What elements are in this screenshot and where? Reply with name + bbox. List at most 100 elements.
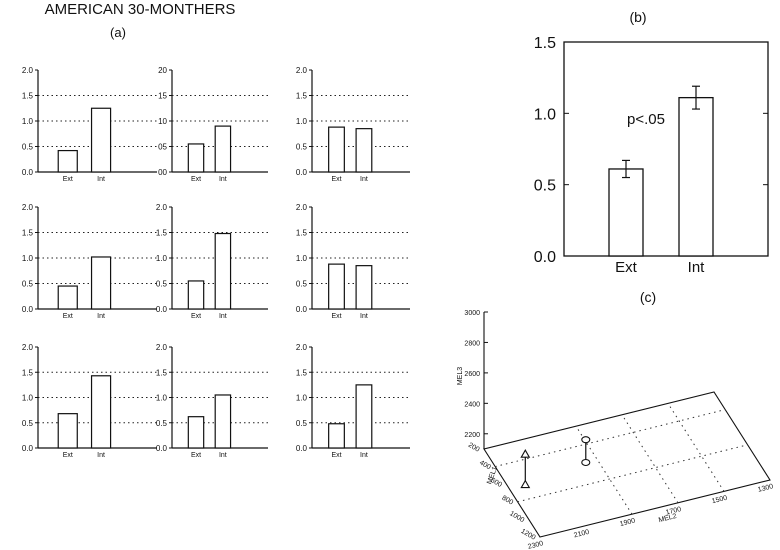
x-axis-label: MEL2 — [658, 513, 678, 524]
y-tick-label: 0.5 — [156, 280, 168, 289]
y-tick-label: 05 — [158, 143, 167, 152]
y-tick-label: 0.5 — [534, 178, 556, 195]
x-tick-label: Ext — [615, 259, 638, 276]
y-tick-label: 2.0 — [156, 343, 168, 352]
small-chart-3: 0.0 0.5 1.0 1.5 2.0 Ext Int — [296, 66, 410, 183]
bar-ext — [187, 143, 205, 173]
z-tick-label: 2200 — [464, 432, 480, 439]
y-tick-label: 1000 — [508, 510, 525, 524]
y-tick-label: 0.0 — [22, 168, 34, 177]
y-tick-label: 1.0 — [296, 117, 308, 126]
y-tick-label: 0.5 — [296, 419, 308, 428]
small-chart-2: 00 05 10 15 20 Ext Int — [158, 66, 268, 183]
data-point-2 — [581, 436, 591, 467]
marker-triangle-base — [520, 479, 531, 489]
y-tick-label: 2.0 — [22, 66, 34, 75]
bar-ext — [187, 280, 205, 310]
p-value-annotation: p<.05 — [627, 111, 665, 128]
x-tick-label: 1300 — [757, 483, 774, 494]
floor-gridline — [667, 403, 725, 492]
y-tick-label: 1.5 — [22, 229, 34, 238]
y-tick-label: 10 — [158, 117, 167, 126]
x-tick-label: Ext — [191, 176, 201, 183]
y-tick-label: 1.0 — [156, 394, 168, 403]
bar-int — [214, 232, 232, 310]
panel-b-label: (b) — [629, 9, 646, 25]
y-tick-label: 1.5 — [296, 92, 308, 101]
y-tick-label: 1.5 — [22, 368, 34, 377]
y-tick-label: 200 — [467, 442, 481, 454]
panel-a-small-multiples: 0.0 0.5 1.0 1.5 2.0 Ext Int 00 05 10 15 20 Ext Int 0.0… — [22, 66, 410, 459]
bar-ext — [328, 263, 345, 310]
y-tick-label: 15 — [158, 92, 167, 101]
marker-circle-base — [581, 458, 591, 467]
z-tick-label: 2800 — [464, 340, 480, 347]
x-tick-label: Ext — [63, 452, 73, 459]
y-tick-label: 2.0 — [22, 203, 34, 212]
bar-ext — [57, 413, 78, 449]
small-chart-7: 0.0 0.5 1.0 1.5 2.0 Ext Int — [22, 343, 157, 459]
y-tick-label: 0.5 — [22, 143, 34, 152]
x-tick-label: 1700 — [665, 506, 682, 517]
y-tick-label: 2.0 — [296, 343, 308, 352]
y-tick-label: 1.0 — [156, 254, 168, 263]
y-tick-label: 0.0 — [22, 444, 34, 453]
y-tick-label: 1.5 — [156, 229, 168, 238]
bar-ext — [328, 126, 345, 173]
y-tick-label: 1.5 — [296, 368, 308, 377]
plot-frame — [563, 41, 769, 257]
y-tick-label: 1.5 — [534, 35, 556, 52]
panel-c-label: (c) — [640, 289, 656, 305]
bar-ext — [187, 416, 205, 449]
x-tick-label: Int — [219, 452, 227, 459]
x-tick-label: Int — [219, 176, 227, 183]
y-tick-label: 0.0 — [296, 305, 308, 314]
y-tick-label: 0.0 — [296, 444, 308, 453]
small-chart-5: 0.0 0.5 1.0 1.5 2.0 Ext Int — [156, 203, 268, 320]
bar-int — [90, 256, 112, 310]
y-tick-label: 400 — [478, 459, 492, 471]
y-tick-label: 0.5 — [22, 419, 34, 428]
y-tick-label: 0.5 — [296, 280, 308, 289]
bar-int — [355, 384, 373, 449]
y-tick-label: 0.5 — [156, 419, 168, 428]
x-tick-label: Int — [97, 313, 105, 320]
x-tick-label: Int — [97, 176, 105, 183]
y-tick-label: 1.0 — [296, 394, 308, 403]
z-tick-label: 2400 — [464, 401, 480, 408]
small-chart-9: 0.0 0.5 1.0 1.5 2.0 Ext Int — [296, 343, 410, 459]
x-tick-label: 1500 — [711, 495, 728, 506]
y-tick-label: 800 — [500, 495, 514, 507]
y-tick-label: 00 — [158, 168, 167, 177]
x-tick-label: 1900 — [619, 517, 636, 528]
x-tick-label: 2100 — [573, 529, 590, 540]
x-tick-label: Ext — [63, 313, 73, 320]
bar-int — [678, 96, 714, 257]
x-tick-label: Int — [360, 452, 368, 459]
y-tick-label: 0.0 — [534, 249, 556, 266]
panel-a-label: (a) — [110, 25, 126, 40]
y-tick-label: 2.0 — [156, 203, 168, 212]
z-tick-label: 3000 — [464, 310, 480, 317]
bar-int — [90, 375, 112, 449]
y-tick-label: 1.5 — [22, 92, 34, 101]
y-tick-label: 1.0 — [22, 394, 34, 403]
y-tick-label: 0.5 — [296, 143, 308, 152]
y-tick-label: 20 — [158, 66, 167, 75]
figure-title: AMERICAN 30-MONTHERS — [45, 1, 236, 18]
y-tick-label: 0.0 — [296, 168, 308, 177]
data-point-1 — [520, 449, 531, 489]
bar-int — [355, 265, 373, 310]
x-tick-label: Ext — [331, 313, 341, 320]
marker-triangle-top — [520, 449, 531, 458]
x-tick-label: Ext — [191, 313, 201, 320]
floor-gridline — [517, 444, 748, 503]
x-tick-label: Ext — [331, 176, 341, 183]
y-tick-label: 0.5 — [22, 280, 34, 289]
small-chart-8: 0.0 0.5 1.0 1.5 2.0 Ext Int — [156, 343, 268, 459]
bar-int — [355, 128, 373, 173]
panel-c-3d-scatter: 2200 2400 2600 2800 3000 MEL3 2300 2100 1900 1700… — [457, 310, 774, 550]
bar-int — [90, 107, 112, 173]
y-tick-label: 1.5 — [296, 229, 308, 238]
